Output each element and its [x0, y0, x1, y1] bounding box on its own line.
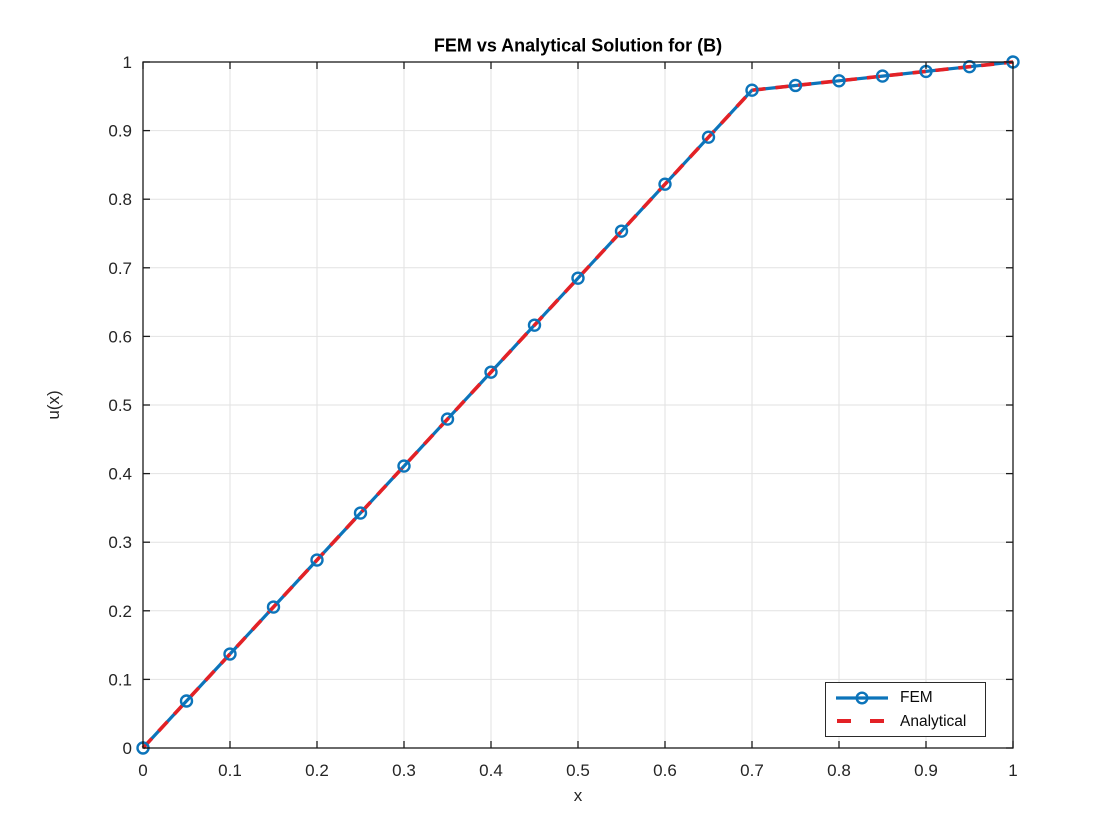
legend-label-fem: FEM — [900, 688, 933, 706]
fem-marker — [484, 365, 498, 379]
x-tick-label: 0.4 — [479, 761, 503, 780]
fem-marker — [353, 506, 368, 520]
fem-marker — [962, 59, 977, 74]
y-axis-label: u(x) — [44, 390, 63, 420]
chart-title: FEM vs Analytical Solution for (B) — [433, 35, 723, 56]
y-tick-label: 0.3 — [108, 533, 132, 552]
y-tick-label: 1 — [123, 53, 132, 72]
x-tick-label: 0.2 — [305, 761, 329, 780]
fem-marker — [223, 647, 237, 661]
x-tick-label: 0.6 — [653, 761, 677, 780]
fem-marker — [614, 224, 629, 238]
fem-marker — [832, 74, 846, 88]
y-tick-label: 0 — [123, 739, 132, 758]
x-tick-label: 0.8 — [827, 761, 851, 780]
analytical-line — [141, 60, 1014, 750]
legend-row-fem: FEM — [833, 689, 985, 707]
fem-marker — [440, 412, 455, 426]
fem-marker-swatch-icon — [855, 691, 869, 705]
fem-marker — [658, 177, 672, 191]
fem-marker — [527, 318, 542, 332]
y-tick-label: 0.8 — [108, 190, 132, 209]
fem-marker — [310, 553, 324, 567]
fem-marker — [571, 271, 585, 285]
x-tick-label: 0.9 — [914, 761, 938, 780]
fem-marker — [397, 459, 411, 473]
fem-marker — [875, 69, 890, 83]
fem-marker — [788, 78, 803, 93]
x-axis-label: x — [573, 786, 583, 805]
legend-row-analytical: Analytical — [833, 712, 985, 730]
analytical-line-swatch — [837, 719, 887, 724]
y-tick-label: 0.9 — [108, 122, 132, 141]
y-tick-label: 0.1 — [108, 670, 132, 689]
legend-box: FEM Analytical — [825, 682, 986, 737]
x-tick-label: 0.1 — [218, 761, 242, 780]
legend-label-analytical: Analytical — [900, 712, 967, 730]
axes-layer: 0 0.1 0.2 0.3 0.4 0.5 0.6 0.7 0.8 0.9 1 0 0.1 0.2 0.3 0… — [108, 53, 1017, 780]
x-tick-label: 0 — [138, 761, 147, 780]
fem-marker — [745, 83, 759, 97]
y-tick-label: 0.2 — [108, 602, 132, 621]
fem-marker — [701, 130, 716, 144]
fem-line-swatch — [836, 691, 888, 705]
y-tick-label: 0.4 — [108, 465, 132, 484]
fem-marker — [179, 694, 194, 708]
y-tick-label: 0.6 — [108, 327, 132, 346]
x-tick-label: 0.7 — [740, 761, 764, 780]
y-tick-label: 0.7 — [108, 259, 132, 278]
y-tick-label: 0.5 — [108, 396, 132, 415]
x-tick-label: 1 — [1008, 761, 1017, 780]
x-tick-label: 0.5 — [566, 761, 590, 780]
grid-layer — [142, 61, 1014, 749]
fem-marker — [266, 600, 281, 614]
x-tick-label: 0.3 — [392, 761, 416, 780]
